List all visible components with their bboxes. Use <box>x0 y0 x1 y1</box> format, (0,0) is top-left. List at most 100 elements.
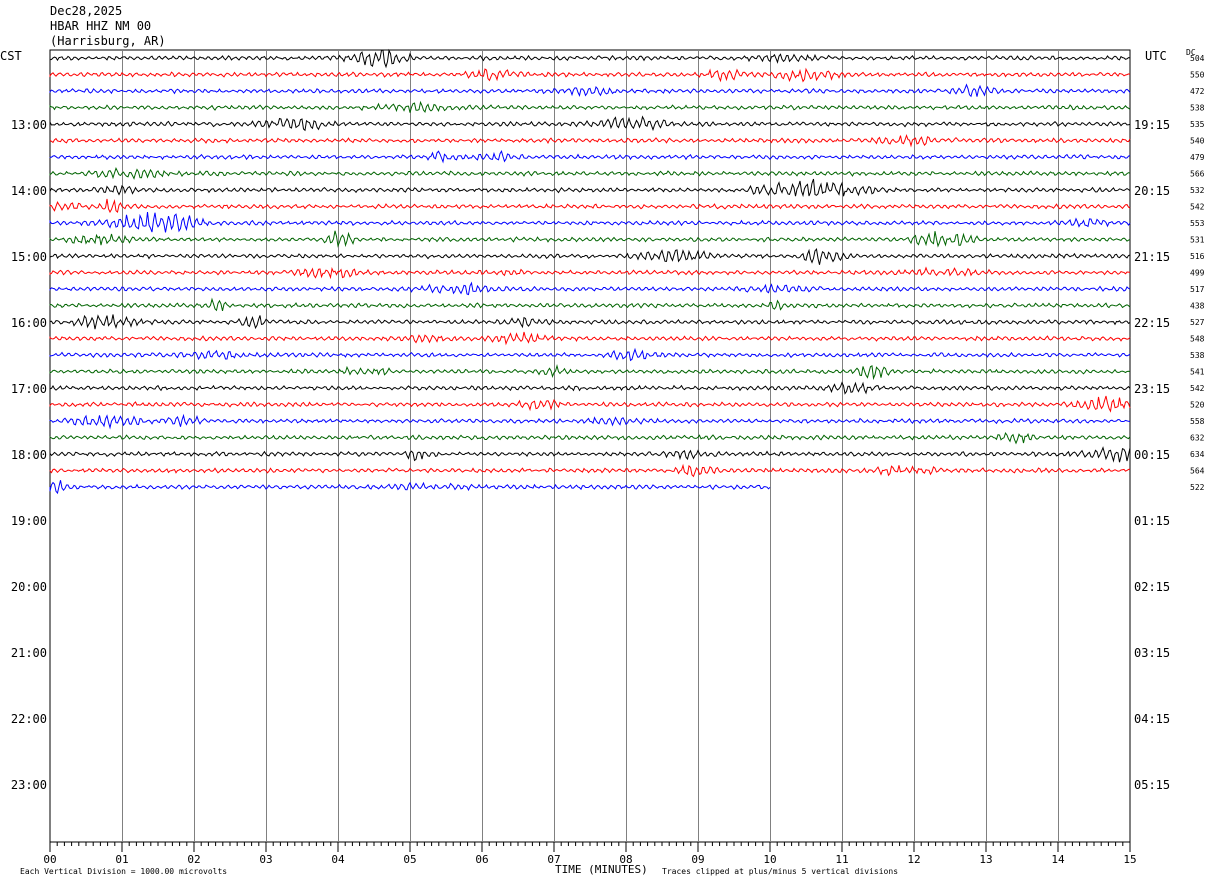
seismic-trace <box>49 100 1131 113</box>
cst-label: CST <box>0 49 22 63</box>
trace-dc-value: 541 <box>1190 368 1205 377</box>
seismic-trace <box>49 446 1131 463</box>
seismic-trace <box>49 133 1131 148</box>
x-tick-label: 13 <box>979 853 992 866</box>
trace-dc-value: 632 <box>1190 434 1205 443</box>
x-tick-label: 11 <box>835 853 848 866</box>
utc-hour-label: 22:15 <box>1134 316 1170 330</box>
cst-hour-label: 22:00 <box>11 712 47 726</box>
utc-hour-label: 20:15 <box>1134 184 1170 198</box>
x-axis-label: TIME (MINUTES) <box>555 863 648 876</box>
trace-dc-value: 542 <box>1190 203 1205 212</box>
plot-frame <box>49 49 1131 843</box>
header-station: HBAR HHZ NM 00 <box>50 19 152 33</box>
trace-dc-value: 531 <box>1190 236 1205 245</box>
x-tick-label: 08 <box>619 853 632 866</box>
utc-hour-label: 19:15 <box>1134 118 1170 132</box>
trace-dc-value: 516 <box>1190 252 1205 261</box>
seismic-trace <box>49 432 1131 445</box>
seismic-trace <box>49 48 1131 69</box>
x-tick-label: 07 <box>547 853 560 866</box>
x-tick-label: 10 <box>763 853 776 866</box>
utc-hour-label: 05:15 <box>1134 778 1170 792</box>
seismic-trace <box>49 115 1131 132</box>
x-tick-label: 03 <box>259 853 272 866</box>
seismic-trace <box>49 281 1131 296</box>
footer-scale-note: Each Vertical Division = 1000.00 microvo… <box>20 867 228 876</box>
trace-dc-value: 472 <box>1190 87 1205 96</box>
utc-hour-label: 23:15 <box>1134 382 1170 396</box>
seismic-trace <box>49 178 1131 198</box>
utc-label: UTC <box>1145 49 1167 63</box>
header-location: (Harrisburg, AR) <box>50 34 166 48</box>
x-tick-label: 14 <box>1051 853 1065 866</box>
trace-dc-value: 538 <box>1190 351 1205 360</box>
dc-header: DC <box>1186 48 1196 57</box>
cst-hour-label: 17:00 <box>11 382 47 396</box>
x-tick-label: 00 <box>43 853 56 866</box>
trace-dc-value: 527 <box>1190 318 1205 327</box>
seismic-trace <box>49 67 1131 83</box>
trace-dc-value: 520 <box>1190 401 1205 410</box>
seismic-trace <box>49 198 1131 214</box>
seismic-trace <box>49 230 1131 248</box>
x-tick-label: 06 <box>475 853 488 866</box>
seismic-trace <box>49 149 1131 164</box>
trace-dc-value: 634 <box>1190 450 1205 459</box>
utc-hour-label: 04:15 <box>1134 712 1170 726</box>
x-tick-label: 02 <box>187 853 200 866</box>
seismic-trace <box>49 381 1131 395</box>
seismic-trace <box>49 364 1131 381</box>
seismic-trace <box>49 297 1131 312</box>
utc-hour-label: 03:15 <box>1134 646 1170 660</box>
cst-hour-label: 15:00 <box>11 250 47 264</box>
seismic-trace <box>49 314 1131 330</box>
seismic-trace <box>49 331 1131 346</box>
trace-dc-value: 564 <box>1190 467 1205 476</box>
seismic-trace <box>49 211 1131 233</box>
cst-hour-label: 23:00 <box>11 778 47 792</box>
cst-hour-label: 20:00 <box>11 580 47 594</box>
seismic-trace <box>49 83 1131 98</box>
trace-dc-value: 517 <box>1190 285 1205 294</box>
trace-dc-value: 532 <box>1190 186 1205 195</box>
trace-dc-value: 542 <box>1190 384 1205 393</box>
cst-hour-label: 13:00 <box>11 118 47 132</box>
seismic-trace <box>49 480 771 495</box>
trace-dc-value: 479 <box>1190 153 1205 162</box>
utc-hour-label: 02:15 <box>1134 580 1170 594</box>
x-tick-label: 05 <box>403 853 416 866</box>
trace-dc-value: 550 <box>1190 71 1205 80</box>
seismic-trace <box>49 395 1131 413</box>
utc-hour-label: 00:15 <box>1134 448 1170 462</box>
trace-dc-value: 548 <box>1190 335 1205 344</box>
trace-dc-value: 566 <box>1190 170 1205 179</box>
x-tick-label: 15 <box>1123 853 1136 866</box>
trace-dc-value: 522 <box>1190 483 1205 492</box>
trace-dc-value: 553 <box>1190 219 1205 228</box>
seismic-trace <box>49 266 1131 280</box>
cst-hour-label: 21:00 <box>11 646 47 660</box>
cst-hour-label: 19:00 <box>11 514 47 528</box>
x-tick-label: 12 <box>907 853 920 866</box>
trace-dc-value: 540 <box>1190 137 1205 146</box>
trace-dc-value: 558 <box>1190 417 1205 426</box>
seismic-trace <box>49 247 1131 265</box>
seismic-trace <box>49 347 1131 362</box>
footer-clip-note: Traces clipped at plus/minus 5 vertical … <box>662 867 899 876</box>
cst-hour-label: 18:00 <box>11 448 47 462</box>
cst-hour-label: 14:00 <box>11 184 47 198</box>
trace-dc-value: 438 <box>1190 302 1205 311</box>
trace-dc-value: 504 <box>1190 54 1205 63</box>
x-tick-label: 01 <box>115 853 128 866</box>
seismic-trace <box>49 463 1131 478</box>
header-date: Dec28,2025 <box>50 4 123 18</box>
trace-dc-value: 538 <box>1190 104 1205 113</box>
trace-dc-value: 535 <box>1190 120 1205 129</box>
trace-dc-value: 499 <box>1190 269 1205 278</box>
x-tick-label: 04 <box>331 853 345 866</box>
utc-hour-label: 01:15 <box>1134 514 1170 528</box>
utc-hour-label: 21:15 <box>1134 250 1170 264</box>
cst-hour-label: 16:00 <box>11 316 47 330</box>
